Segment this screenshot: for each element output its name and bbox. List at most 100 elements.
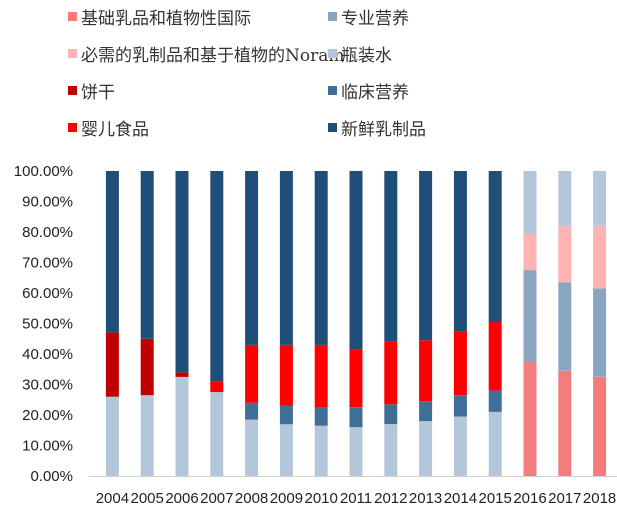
bar-segment bbox=[175, 171, 189, 373]
legend-label: 必需的乳制品和基于植物的Noram bbox=[81, 46, 345, 66]
y-tick-label: 90.00% bbox=[22, 194, 73, 211]
bar-segment bbox=[175, 376, 189, 476]
legend-item-baby-food: 婴儿食品 bbox=[68, 115, 149, 140]
bar-segment bbox=[105, 171, 119, 333]
bar-segment bbox=[384, 341, 398, 405]
bar-segment bbox=[210, 171, 224, 382]
bar-segment bbox=[419, 171, 433, 341]
chart-legend: 基础乳品和植物性国际 专业营养 必需的乳制品和基于植物的Noram 瓶装水 饼干… bbox=[0, 0, 617, 150]
bar-segment bbox=[593, 288, 607, 377]
legend-item-clinical-nutrition: 临床营养 bbox=[328, 78, 409, 103]
bar-segment bbox=[314, 425, 328, 476]
y-tick-label: 10.00% bbox=[22, 438, 73, 455]
x-tick-label: 2010 bbox=[305, 490, 338, 507]
bar-segment bbox=[245, 171, 259, 345]
bar-segment bbox=[384, 404, 398, 425]
bar-segment bbox=[314, 344, 328, 408]
bar-segment bbox=[245, 419, 259, 476]
y-tick-label: 70.00% bbox=[22, 255, 73, 272]
bar-segment bbox=[488, 322, 502, 391]
y-tick-label: 50.00% bbox=[22, 316, 73, 333]
legend-item-basic-dairy: 基础乳品和植物性国际 bbox=[68, 4, 251, 29]
bar-segment bbox=[488, 171, 502, 322]
bar-segment bbox=[384, 424, 398, 476]
legend-label: 婴儿食品 bbox=[81, 120, 149, 140]
x-tick-label: 2017 bbox=[548, 490, 581, 507]
bar-segment bbox=[314, 407, 328, 426]
legend-label: 新鲜乳制品 bbox=[341, 120, 426, 140]
bar-segment bbox=[453, 331, 467, 396]
legend-swatch bbox=[68, 49, 77, 58]
bar-segment bbox=[245, 402, 259, 420]
bar-segment bbox=[558, 225, 572, 283]
y-tick-label: 30.00% bbox=[22, 377, 73, 394]
bar-segment bbox=[349, 427, 363, 476]
bar-segment bbox=[349, 407, 363, 428]
bar-segment bbox=[419, 421, 433, 476]
x-tick-label: 2009 bbox=[270, 490, 303, 507]
bar-segment bbox=[558, 282, 572, 371]
bar-segment bbox=[558, 171, 572, 226]
bar-segment bbox=[140, 338, 154, 396]
x-tick-label: 2013 bbox=[409, 490, 442, 507]
bar-segment bbox=[210, 381, 224, 393]
legend-item-essential-dairy-noram: 必需的乳制品和基于植物的Noram bbox=[68, 41, 345, 66]
bar-segment bbox=[279, 344, 293, 406]
y-axis-tick-labels: 0.00% 10.00% 20.00% 30.00% 40.00% 50.00% 60.00… bbox=[14, 163, 73, 485]
legend-swatch bbox=[328, 123, 337, 132]
bar-segment bbox=[175, 372, 189, 377]
x-tick-label: 2014 bbox=[444, 490, 477, 507]
bar-segment bbox=[279, 171, 293, 345]
legend-swatch bbox=[68, 86, 77, 95]
bar-segment bbox=[419, 340, 433, 402]
y-tick-label: 0.00% bbox=[30, 468, 73, 485]
bar-segment bbox=[419, 401, 433, 422]
bar-segment bbox=[453, 416, 467, 476]
x-tick-label: 2015 bbox=[479, 490, 512, 507]
x-tick-label: 2004 bbox=[96, 490, 129, 507]
bar-segment bbox=[523, 233, 537, 271]
bar-segment bbox=[593, 225, 607, 289]
legend-swatch bbox=[68, 12, 77, 21]
bar-segment bbox=[279, 424, 293, 476]
legend-item-fresh-dairy: 新鲜乳制品 bbox=[328, 115, 426, 140]
legend-swatch bbox=[328, 49, 337, 58]
bar-segment bbox=[384, 171, 398, 342]
bar-segment bbox=[140, 171, 154, 339]
x-axis-tick-labels: 2004 2005 2006 2007 2008 2009 2010 2011 2012 2013… bbox=[96, 490, 617, 507]
bar-segment bbox=[453, 395, 467, 417]
bar-segment bbox=[105, 332, 119, 397]
bar-segment bbox=[140, 395, 154, 476]
legend-label: 专业营养 bbox=[341, 9, 409, 29]
x-tick-label: 2012 bbox=[374, 490, 407, 507]
bar-segment bbox=[523, 361, 537, 476]
bar-segment bbox=[105, 396, 119, 476]
legend-item-bottled-water: 瓶装水 bbox=[328, 41, 392, 66]
bar-stacks bbox=[105, 171, 607, 476]
bar-segment bbox=[523, 270, 537, 362]
legend-item-specialized-nutrition: 专业营养 bbox=[328, 4, 409, 29]
x-tick-label: 2008 bbox=[235, 490, 268, 507]
x-tick-label: 2005 bbox=[131, 490, 164, 507]
legend-label: 基础乳品和植物性国际 bbox=[81, 9, 251, 29]
bar-segment bbox=[488, 390, 502, 412]
x-tick-label: 2016 bbox=[513, 490, 546, 507]
bar-segment bbox=[210, 392, 224, 476]
bar-segment bbox=[453, 171, 467, 332]
bar-segment bbox=[314, 171, 328, 345]
bar-segment bbox=[593, 376, 607, 476]
x-tick-label: 2011 bbox=[340, 490, 372, 507]
legend-label: 饼干 bbox=[81, 83, 115, 103]
x-tick-label: 2006 bbox=[165, 490, 198, 507]
legend-swatch bbox=[68, 123, 77, 132]
bar-segment bbox=[523, 171, 537, 234]
legend-swatch bbox=[328, 12, 337, 21]
y-tick-label: 40.00% bbox=[22, 346, 73, 363]
y-tick-label: 100.00% bbox=[14, 163, 73, 180]
y-tick-label: 20.00% bbox=[22, 407, 73, 424]
y-tick-label: 60.00% bbox=[22, 285, 73, 302]
bar-segment bbox=[349, 171, 363, 350]
bar-segment bbox=[279, 405, 293, 425]
